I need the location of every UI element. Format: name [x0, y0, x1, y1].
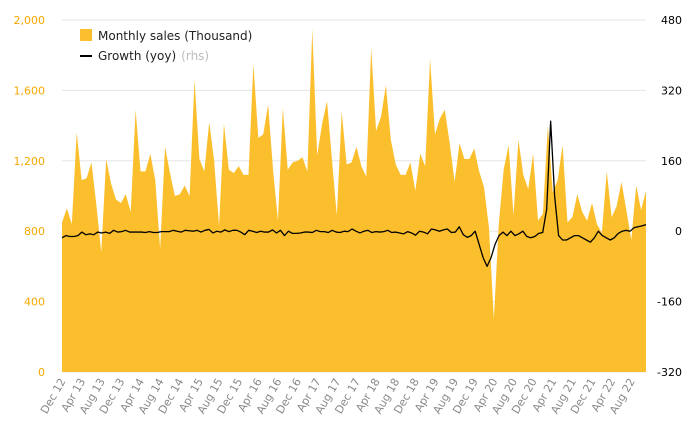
legend: Monthly sales (Thousand) Growth (yoy) (rh… — [80, 29, 252, 63]
legend-sales-label: Monthly sales (Thousand) — [98, 29, 252, 43]
growth-line-layer — [61, 120, 647, 268]
sales-area — [62, 28, 646, 373]
left-tick-label: 2,000 — [14, 14, 46, 27]
legend-growth-text: Growth (yoy) (rhs) — [98, 49, 209, 63]
right-tick-label: -160 — [657, 296, 682, 309]
right-tick-label: 320 — [661, 84, 682, 97]
legend-growth-label: Growth (yoy) — [98, 49, 176, 63]
right-tick-label: 480 — [661, 14, 682, 27]
left-tick-label: 1,600 — [14, 84, 46, 97]
legend-sales-swatch — [80, 29, 92, 41]
left-tick-label: 1,200 — [14, 155, 46, 168]
sales-area-layer — [62, 28, 646, 373]
right-tick-label: -320 — [657, 366, 682, 379]
right-axis: -320 -160 0 160 320 480 — [657, 14, 682, 379]
growth-line — [61, 120, 647, 268]
left-tick-label: 800 — [24, 225, 45, 238]
left-tick-label: 400 — [24, 296, 45, 309]
right-tick-label: 0 — [675, 225, 682, 238]
right-tick-label: 160 — [661, 155, 682, 168]
legend-growth-suffix: (rhs) — [181, 49, 209, 63]
left-axis: 0 400 800 1,200 1,600 2,000 — [14, 14, 46, 379]
left-tick-label: 0 — [38, 366, 45, 379]
